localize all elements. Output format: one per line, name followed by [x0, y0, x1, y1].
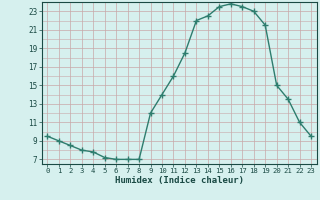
X-axis label: Humidex (Indice chaleur): Humidex (Indice chaleur) — [115, 176, 244, 185]
